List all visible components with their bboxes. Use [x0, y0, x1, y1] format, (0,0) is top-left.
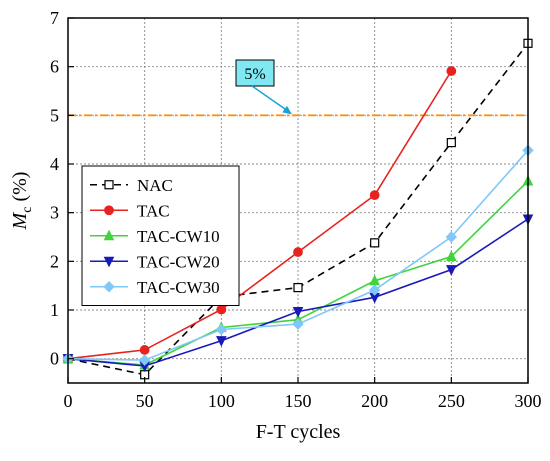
- legend-entry-nac: NAC: [90, 176, 173, 195]
- legend-label-tac-cw30: TAC-CW30: [137, 278, 220, 297]
- y-tick-label: 7: [50, 8, 59, 28]
- series-tac-cw20-point: [446, 265, 457, 276]
- series-tac-cw30-point: [292, 318, 304, 330]
- x-tick-label: 0: [64, 391, 73, 411]
- annotation-label: 5%: [244, 66, 265, 83]
- legend-entry-tac-cw30: TAC-CW30: [90, 278, 220, 297]
- legend-tac-cw10-point: [103, 229, 115, 241]
- y-axis-title: Mc (%): [9, 172, 35, 231]
- x-tick-label: 150: [285, 391, 312, 411]
- legend-tac-cw20-point: [103, 256, 115, 268]
- series-tac-cw10-point: [446, 250, 457, 261]
- series-nac-point: [446, 137, 456, 148]
- y-tick-label: 0: [50, 349, 59, 369]
- x-tick-label: 250: [438, 391, 465, 411]
- series-tac-cw30-point: [215, 323, 228, 336]
- annotation-arrowhead: [282, 105, 292, 115]
- series-tac-cw30-point: [138, 354, 151, 366]
- legend-nac-point: [104, 180, 114, 190]
- x-tick-label: 100: [208, 391, 235, 411]
- series-tac-cw30-point: [368, 284, 381, 296]
- legend: NAC TAC TAC-CW10 TAC-CW20 TAC-CW30: [81, 165, 240, 306]
- series-line-tac: [67, 70, 452, 360]
- series-tac-cw20-point: [216, 336, 227, 347]
- x-tick-label: 200: [361, 391, 388, 411]
- x-tick-label: 300: [515, 391, 542, 411]
- series-tac-cw20-point: [292, 306, 304, 318]
- x-axis-title: F-T cycles: [256, 421, 341, 443]
- series-tac-point: [369, 190, 380, 201]
- axis-ticks: 0 50 100 150 200 250 300 0 1 2 3 4 5 6 7: [50, 8, 542, 411]
- series-tac-point: [293, 247, 303, 257]
- threshold-annotation: 5%: [235, 59, 292, 115]
- y-axis-title-symbol: M: [9, 211, 31, 230]
- series-nac-point: [293, 283, 303, 293]
- legend-label-tac-cw20: TAC-CW20: [137, 252, 220, 271]
- y-tick-label: 5: [50, 105, 59, 125]
- legend-label-nac: NAC: [137, 176, 173, 195]
- x-tick-label: 50: [136, 391, 154, 411]
- legend-entry-tac: TAC: [90, 201, 170, 220]
- y-axis-title-subscript: c: [20, 207, 35, 213]
- y-tick-label: 6: [50, 57, 59, 77]
- y-tick-label: 3: [50, 203, 59, 223]
- annotation-arrow: [251, 85, 288, 111]
- legend-entry-tac-cw10: TAC-CW10: [90, 227, 220, 246]
- annotation-box: [235, 59, 275, 87]
- series-tac-point: [216, 304, 227, 315]
- legend-label-tac: TAC: [137, 201, 170, 220]
- y-axis-title-unit: (%): [9, 172, 31, 207]
- series-nac-point: [370, 238, 380, 248]
- series-tac-point: [139, 345, 150, 355]
- legend-entry-tac-cw20: TAC-CW20: [90, 252, 220, 271]
- series-tac-cw30-point: [445, 231, 458, 243]
- legend-label-tac-cw10: TAC-CW10: [137, 227, 220, 246]
- series-tac-cw30: [62, 144, 534, 366]
- legend-tac-point: [104, 205, 114, 216]
- y-tick-label: 1: [50, 300, 59, 320]
- y-tick-label: 2: [50, 251, 59, 271]
- legend-tac-cw30-point: [103, 281, 115, 293]
- series-tac-point: [446, 66, 457, 76]
- y-tick-label: 4: [50, 154, 59, 174]
